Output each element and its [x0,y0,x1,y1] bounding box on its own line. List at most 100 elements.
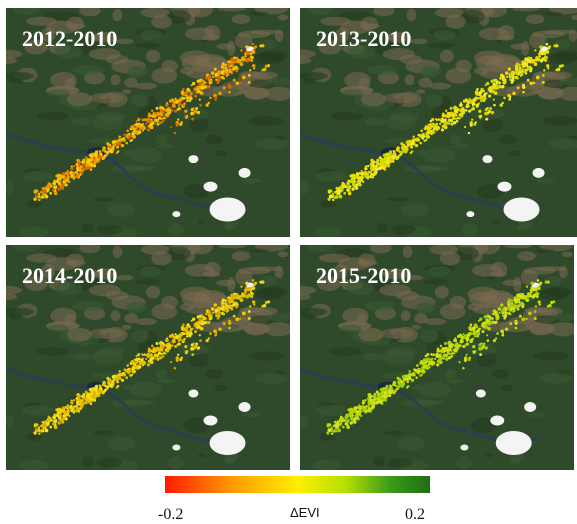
terrain-patch [93,197,114,202]
change-pixel [40,197,42,199]
change-pixel [512,92,515,95]
terrain-patch [238,267,271,275]
change-pixel [186,91,189,94]
change-pixel [388,389,392,393]
terrain-patch [421,67,438,78]
change-pixel [50,185,52,187]
change-pixel [217,314,221,318]
change-pixel [430,120,432,122]
change-pixel [90,391,92,393]
change-pixel [107,151,110,154]
change-pixel [495,80,497,82]
change-pixel [534,317,537,320]
terrain-patch [113,9,123,21]
colorbar-max: 0.2 [405,506,425,524]
change-pixel [181,91,184,94]
change-pixel [364,399,366,401]
change-pixel [540,282,543,285]
change-pixel [242,76,246,80]
change-pixel [332,193,334,195]
change-pixel [506,76,508,78]
change-pixel [350,180,354,184]
change-pixel [511,71,514,74]
change-pixel [197,346,200,349]
change-pixel [35,195,39,199]
change-pixel [536,76,540,80]
change-pixel [239,318,241,320]
change-pixel [402,375,406,379]
change-pixel [43,424,47,428]
change-pixel [375,171,378,174]
terrain-patch [405,165,441,172]
change-pixel [223,322,226,325]
change-pixel [233,59,237,63]
change-pixel [393,150,396,153]
change-pixel [510,302,513,305]
change-pixel [97,155,101,159]
terrain-patch [416,302,433,313]
change-pixel [76,393,80,397]
change-pixel [425,358,428,361]
change-pixel [450,123,453,126]
panel: 2013-2010 [300,8,577,237]
change-pixel [215,332,217,334]
change-pixel [397,377,400,380]
change-pixel [351,187,354,190]
terrain-patch [419,382,451,398]
change-pixel [189,332,193,336]
cloud [476,390,486,398]
change-pixel [121,379,124,382]
change-pixel [522,91,525,94]
change-pixel [116,380,119,383]
change-pixel [265,65,268,68]
change-pixel [370,159,374,163]
change-pixel [350,421,353,424]
change-pixel [77,176,80,179]
change-pixel [504,307,507,310]
change-pixel [454,107,456,109]
change-pixel [88,159,91,162]
cloud [533,168,545,178]
change-pixel [252,43,255,46]
change-pixel [455,350,458,353]
change-pixel [542,81,545,84]
change-pixel [255,282,258,285]
change-pixel [228,86,231,89]
change-pixel [49,426,52,429]
change-pixel [242,312,246,316]
change-pixel [404,147,406,149]
change-pixel [192,317,195,320]
change-pixel [116,386,118,388]
change-pixel [525,71,527,73]
change-pixel [97,389,101,393]
change-pixel [466,342,469,345]
change-pixel [142,123,144,125]
change-pixel [520,69,522,71]
terrain-patch [242,412,261,417]
change-pixel [440,120,444,124]
change-pixel [503,78,506,81]
change-pixel [472,102,476,106]
change-pixel [229,304,231,306]
change-pixel [532,60,535,63]
cloud [504,198,540,222]
change-pixel [494,321,497,324]
change-pixel [372,402,375,405]
terrain-patch [205,135,222,145]
change-pixel [530,291,533,294]
change-pixel [502,75,505,78]
change-pixel [52,188,55,191]
change-pixel [465,109,468,112]
terrain-patch [124,313,138,323]
change-pixel [228,322,231,325]
change-pixel [253,67,255,69]
terrain-patch [22,171,53,182]
change-pixel [436,123,438,125]
change-pixel [420,129,423,132]
change-pixel [233,315,236,318]
change-pixel [227,298,230,301]
change-pixel [155,349,157,351]
terrain-patch [376,223,387,234]
change-pixel [363,406,365,408]
cloud [239,168,251,178]
